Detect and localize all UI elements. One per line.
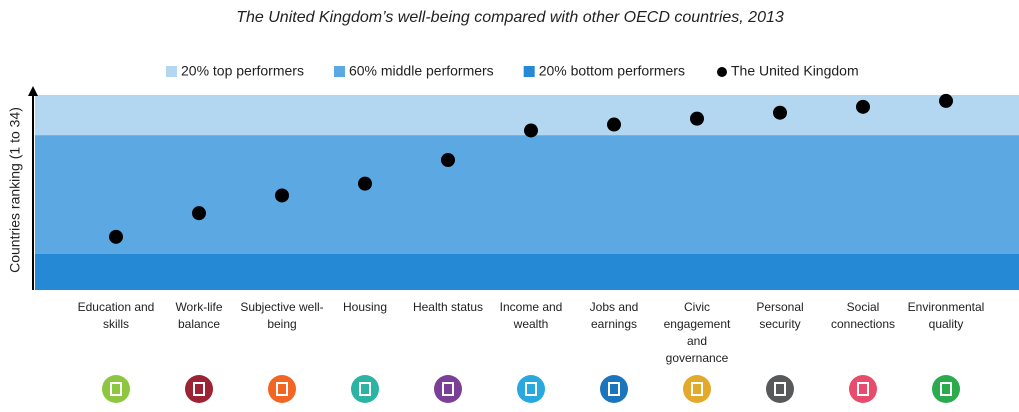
x-tick-label: Income and wealth xyxy=(499,300,563,331)
x-tick-label: Work-life balance xyxy=(175,300,223,331)
category-icon-glyph xyxy=(359,382,371,396)
category-icon xyxy=(932,375,960,403)
legend-swatch xyxy=(333,66,345,77)
x-tick-label: Subjective well-being xyxy=(240,300,324,331)
band xyxy=(35,253,1019,290)
category-icon-glyph xyxy=(774,382,786,396)
category-icon xyxy=(102,375,130,403)
category-icon-glyph xyxy=(857,382,869,396)
axis-arrow xyxy=(28,86,38,96)
category-icon-glyph xyxy=(525,382,537,396)
x-tick-label: Civic engagement and governance xyxy=(663,300,731,365)
category-icon-glyph xyxy=(940,382,952,396)
legend-label: 20% top performers xyxy=(181,63,304,79)
category-icon xyxy=(600,375,628,403)
legend-swatch xyxy=(166,66,177,77)
dot xyxy=(109,229,123,244)
x-tick-label: Environmental quality xyxy=(907,300,985,331)
y-axis-label: Countries ranking (1 to 34) xyxy=(7,107,23,273)
legend-label: 60% middle performers xyxy=(349,63,494,79)
band xyxy=(35,135,1019,254)
x-tick-label: Education and skills xyxy=(77,300,155,331)
dot xyxy=(939,93,953,108)
dot xyxy=(524,123,538,138)
category-icon xyxy=(351,375,379,403)
x-tick-label: Health status xyxy=(412,300,484,314)
dot xyxy=(192,206,206,221)
category-icon-glyph xyxy=(276,382,288,396)
category-icon-glyph xyxy=(442,382,454,396)
category-icon xyxy=(517,375,545,403)
legend-marker xyxy=(716,67,727,77)
dot xyxy=(275,188,289,203)
x-tick-label: Housing xyxy=(342,300,388,314)
legend-label: 20% bottom performers xyxy=(539,63,685,79)
chart-title: The United Kingdom’s well-being compared… xyxy=(236,9,784,26)
legend-label: The United Kingdom xyxy=(731,63,859,79)
legend-swatch xyxy=(523,66,535,77)
category-icon xyxy=(683,375,711,403)
x-tick-label: Jobs and earnings xyxy=(589,300,639,331)
dot xyxy=(358,176,372,191)
category-icon xyxy=(766,375,794,403)
x-tick-label: Personal security xyxy=(756,300,804,331)
category-icon-glyph xyxy=(110,382,122,396)
category-icon xyxy=(849,375,877,403)
category-icon-glyph xyxy=(691,382,703,396)
dot xyxy=(607,117,621,132)
x-tick-label: Social connections xyxy=(830,300,896,331)
dot xyxy=(773,105,787,120)
dot xyxy=(441,153,455,167)
category-icon xyxy=(268,375,296,403)
category-icon xyxy=(434,375,462,403)
category-icon-glyph xyxy=(193,382,205,396)
dot xyxy=(856,99,870,114)
category-icon xyxy=(185,375,213,403)
dot xyxy=(690,111,704,126)
category-icon-glyph xyxy=(608,382,620,396)
